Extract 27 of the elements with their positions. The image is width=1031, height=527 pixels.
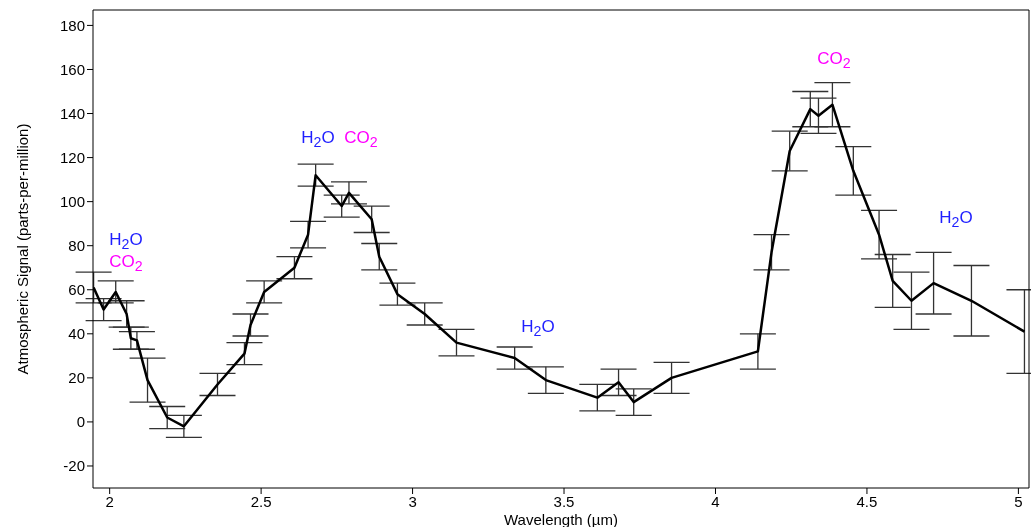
x-tick-label: 3.5	[553, 492, 575, 510]
y-tick-label: 140	[59, 104, 85, 122]
x-tick-label: 4.5	[856, 492, 878, 510]
annotation: CO$_{2}$	[344, 127, 378, 151]
annotation: H$_{2}$O	[109, 229, 143, 253]
y-tick-label: -20	[63, 457, 85, 475]
y-tick-label: 160	[59, 60, 85, 78]
x-tick-label: 2.5	[250, 492, 272, 510]
y-tick-label: 180	[59, 16, 85, 34]
x-axis-title: Wavelength (µm)	[504, 510, 618, 527]
y-tick-label: 40	[68, 325, 85, 343]
annotation: H$_{2}$O	[521, 316, 555, 340]
y-tick-label: 0	[76, 413, 85, 431]
x-tick-label: 3	[408, 492, 417, 510]
annotation: CO$_{2}$	[817, 48, 851, 72]
x-tick-label: 4	[711, 492, 720, 510]
x-tick-label: 2	[105, 492, 114, 510]
y-tick-label: 60	[68, 281, 85, 299]
y-tick-label: 20	[68, 369, 85, 387]
annotation: H$_{2}$O	[939, 207, 973, 231]
y-tick-label: 120	[59, 148, 85, 166]
annotation: CO$_{2}$	[109, 251, 143, 275]
x-tick-label: 5	[1014, 492, 1023, 510]
y-tick-label: 100	[59, 192, 85, 210]
y-tick-label: 80	[68, 237, 85, 255]
y-axis-title: Atmospheric Signal (parts-per-million)	[13, 123, 31, 375]
annotation: H$_{2}$O	[301, 127, 335, 151]
